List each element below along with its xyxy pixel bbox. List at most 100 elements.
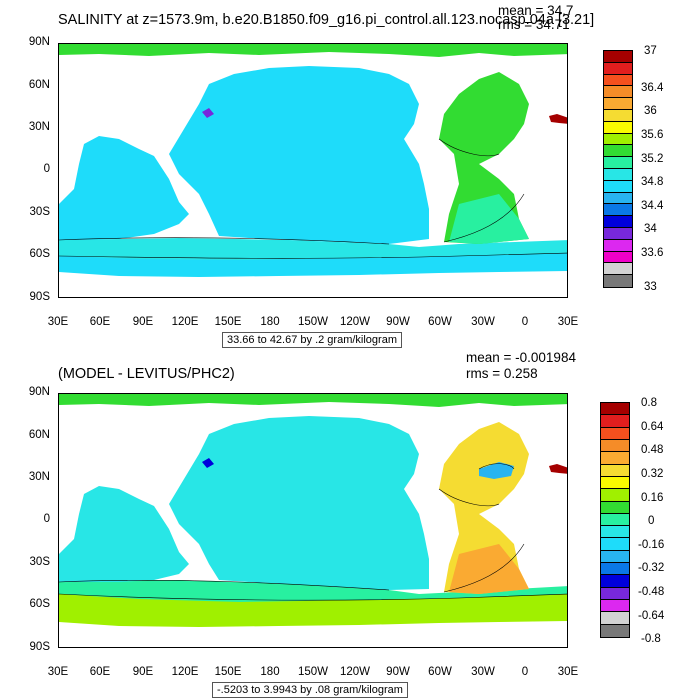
colorbar-cell	[604, 216, 632, 228]
contour-range-box: -.5203 to 3.9943 by .08 gram/kilogram	[212, 682, 408, 698]
mean-value: mean = -0.001984	[466, 350, 576, 365]
lon-label: 120E	[171, 316, 199, 328]
lat-label: 60S	[29, 598, 50, 610]
colorbar-cell	[604, 180, 632, 193]
colorbar-label: 34	[644, 223, 657, 235]
colorbar-cell	[601, 600, 629, 613]
colorbar-cell	[604, 275, 632, 287]
colorbar-cell	[604, 204, 632, 217]
antarctica	[59, 271, 567, 297]
lon-label: 0	[521, 666, 529, 678]
lon-label: 180	[260, 666, 280, 678]
lon-label: 150W	[297, 316, 329, 328]
colorbar-cell	[601, 575, 629, 588]
colorbar-cell	[604, 51, 632, 63]
lon-label: 120W	[339, 666, 371, 678]
panel-title: SALINITY at z=1573.9m, b.e20.B1850.f09_g…	[58, 12, 595, 28]
atlantic-south	[449, 194, 529, 244]
arctic-ocean	[59, 44, 567, 57]
colorbar-cell	[601, 513, 629, 527]
colorbar-cell	[604, 109, 632, 122]
sea-of-okhotsk	[202, 108, 214, 118]
colorbar-label: 36.4	[641, 82, 664, 94]
colorbar-label: -0.16	[638, 539, 665, 551]
colorbar-label: 37	[644, 45, 657, 57]
atlantic-ocean	[439, 72, 529, 244]
lon-label: 90W	[386, 666, 410, 678]
difference-colorbar	[600, 402, 630, 638]
panel-title: (MODEL - LEVITUS/PHC2)	[58, 366, 235, 382]
lon-label: 30E	[47, 316, 69, 328]
colorbar-cell	[604, 74, 632, 87]
colorbar-cell	[604, 251, 632, 264]
lon-label: 60E	[89, 316, 111, 328]
colorbar-cell	[601, 403, 629, 416]
lat-label: 30N	[28, 121, 50, 133]
lon-label: 30E	[47, 666, 69, 678]
colorbar-cell	[601, 415, 629, 428]
lat-label: 0	[43, 163, 50, 175]
lon-label: 90E	[132, 316, 154, 328]
lon-label: 150E	[214, 316, 242, 328]
colorbar-cell	[601, 538, 629, 551]
lon-label: 30E	[557, 666, 579, 678]
lon-label: 150E	[214, 666, 242, 678]
lon-label: 30E	[557, 316, 579, 328]
lon-label: 60W	[428, 316, 452, 328]
lat-label: 90N	[28, 36, 50, 48]
lat-label: 60N	[28, 79, 50, 91]
colorbar-cell	[601, 427, 629, 440]
mediterranean-sea	[549, 464, 567, 474]
colorbar-label: 35.6	[641, 129, 664, 141]
colorbar-cell	[601, 464, 629, 477]
colorbar-cell	[601, 489, 629, 502]
lat-label: 60N	[28, 429, 50, 441]
colorbar-cell	[604, 157, 632, 169]
colorbar-cell	[604, 263, 632, 276]
lat-label: 90S	[29, 641, 50, 653]
lon-label: 60E	[89, 666, 111, 678]
colorbar-cell	[604, 98, 632, 110]
mediterranean-sea	[549, 114, 567, 124]
lat-label: 30S	[29, 556, 50, 568]
colorbar-cell	[604, 192, 632, 205]
lat-label: 30S	[29, 206, 50, 218]
colorbar-label: 0.32	[641, 468, 664, 480]
colorbar-cell	[601, 550, 629, 564]
lon-label: 120W	[339, 316, 371, 328]
lon-label: 120E	[171, 666, 199, 678]
colorbar-cell	[601, 501, 629, 514]
lat-label: 30N	[28, 471, 50, 483]
lon-label: 150W	[297, 666, 329, 678]
lon-label: 90W	[386, 316, 410, 328]
lon-label: 30W	[471, 666, 495, 678]
salinity-map	[58, 43, 568, 298]
salinity-colorbar	[603, 50, 633, 288]
salinity-panel: SALINITY at z=1573.9m, b.e20.B1850.f09_g…	[28, 3, 664, 348]
colorbar-cell	[601, 476, 629, 490]
lon-label: 180	[260, 316, 280, 328]
colorbar-cell	[604, 133, 632, 146]
colorbar-label: -0.8	[641, 633, 661, 645]
colorbar-cell	[601, 624, 629, 637]
colorbar-cell	[604, 168, 632, 181]
colorbar-label: -0.64	[638, 610, 665, 622]
indian-ocean	[59, 136, 189, 240]
colorbar-cell	[601, 612, 629, 625]
colorbar-cell	[601, 563, 629, 576]
colorbar-label: 33	[644, 281, 657, 293]
lat-label: 90S	[29, 291, 50, 303]
difference-map	[58, 393, 568, 648]
colorbar-label: 36	[644, 105, 657, 117]
rms-value: rms = 34.71	[498, 17, 570, 32]
colorbar-cell	[604, 145, 632, 158]
colorbar-cell	[601, 452, 629, 465]
atlantic-south	[449, 544, 529, 594]
colorbar-cell	[604, 121, 632, 134]
lon-label: 30W	[471, 316, 495, 328]
lat-label: 0	[43, 513, 50, 525]
lat-label: 90N	[28, 386, 50, 398]
lon-label: 0	[521, 316, 529, 328]
colorbar-label: 0.48	[641, 444, 664, 456]
colorbar-label: 0	[648, 515, 655, 527]
